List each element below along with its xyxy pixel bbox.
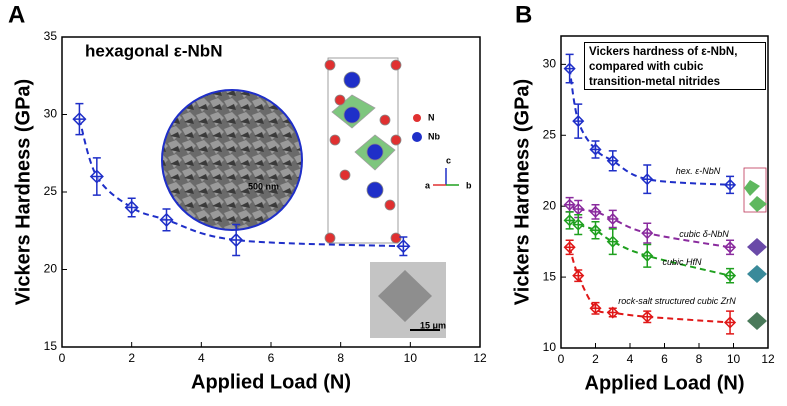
marker xyxy=(159,212,174,227)
y-tick-label: 30 xyxy=(543,57,557,71)
marker xyxy=(89,169,104,184)
x-axis-label: Applied Load (N) xyxy=(585,372,745,394)
x-tick-label: 6 xyxy=(268,351,275,365)
marker xyxy=(606,235,619,248)
legend-title-line: compared with cubic xyxy=(589,61,704,73)
marker xyxy=(72,112,87,127)
legend-dot xyxy=(413,114,421,122)
marker xyxy=(641,227,654,240)
marker xyxy=(572,269,585,282)
marker xyxy=(606,212,619,226)
legend-title-line: transition-metal nitrides xyxy=(589,76,720,88)
x-tick-label: 12 xyxy=(761,352,775,366)
marker xyxy=(606,306,619,319)
marker xyxy=(572,115,585,128)
series-label: cubic δ-NbN xyxy=(679,229,729,239)
y-axis-label: Vickers Hardness (GPa) xyxy=(12,79,34,305)
series-label: cubic HfN xyxy=(662,257,702,267)
marker xyxy=(563,198,576,211)
annotation: b xyxy=(466,180,472,190)
legend-title-line: Vickers hardness of ε-NbN, xyxy=(589,46,738,58)
marker xyxy=(723,241,737,254)
marker xyxy=(641,173,654,186)
panel-title: hexagonal ε-NbN xyxy=(85,41,222,60)
marker xyxy=(641,310,654,323)
series-line xyxy=(569,219,731,277)
marker xyxy=(396,239,411,254)
y-axis-label: Vickers Hardness (GPa) xyxy=(511,79,533,305)
x-tick-label: 2 xyxy=(128,351,135,365)
marker xyxy=(229,232,244,248)
y-tick-label: 30 xyxy=(44,107,58,121)
annotation: c xyxy=(446,155,451,165)
annotation: 500 nm xyxy=(248,181,279,191)
x-tick-label: 6 xyxy=(661,352,668,366)
marker xyxy=(589,302,602,315)
panel-label: B xyxy=(515,1,532,28)
x-tick-label: 0 xyxy=(59,351,66,365)
marker xyxy=(563,214,576,227)
y-tick-label: 15 xyxy=(543,269,557,283)
y-tick-label: 20 xyxy=(543,198,557,212)
legend-dot xyxy=(412,132,422,142)
x-tick-label: 8 xyxy=(696,352,703,366)
annotation: Nb xyxy=(428,131,440,141)
legend-box: Vickers hardness of ε-NbN, compared with … xyxy=(584,42,766,90)
marker xyxy=(723,316,737,329)
y-tick-label: 15 xyxy=(44,339,58,353)
indent xyxy=(378,270,432,322)
x-tick-label: 4 xyxy=(627,352,634,366)
x-tick-label: 12 xyxy=(473,351,487,365)
marker xyxy=(589,205,602,218)
marker xyxy=(589,224,602,237)
panel-label: A xyxy=(8,1,25,28)
marker xyxy=(606,154,619,167)
marker xyxy=(563,62,576,75)
x-tick-label: 2 xyxy=(592,352,599,366)
x-axis-label: Applied Load (N) xyxy=(191,371,351,393)
axes-triad xyxy=(433,168,459,186)
marker xyxy=(563,241,576,254)
crystal-structure xyxy=(324,57,402,244)
x-tick-label: 10 xyxy=(404,351,418,365)
series-label: hex. ε-NbN xyxy=(675,166,721,176)
annotation: a xyxy=(425,180,431,190)
x-tick-label: 4 xyxy=(198,351,205,365)
sem-inset xyxy=(161,89,303,231)
x-tick-label: 10 xyxy=(727,352,741,366)
marker xyxy=(641,249,654,262)
marker xyxy=(124,200,139,215)
x-tick-label: 8 xyxy=(337,351,344,365)
marker xyxy=(723,269,737,282)
marker xyxy=(589,143,602,156)
series-line xyxy=(569,203,731,249)
x-tick-label: 0 xyxy=(558,352,565,366)
y-tick-label: 25 xyxy=(44,184,58,198)
crystal-icons xyxy=(743,167,767,330)
y-tick-label: 20 xyxy=(44,262,58,276)
annotation: N xyxy=(428,112,435,122)
y-tick-label: 35 xyxy=(44,29,58,43)
marker xyxy=(723,178,737,191)
y-tick-label: 25 xyxy=(543,127,557,141)
y-tick-label: 10 xyxy=(543,340,557,354)
marker xyxy=(572,218,585,231)
series-label: rock-salt structured cubic ZrN xyxy=(618,296,736,306)
annotation: 15 μm xyxy=(420,320,446,330)
